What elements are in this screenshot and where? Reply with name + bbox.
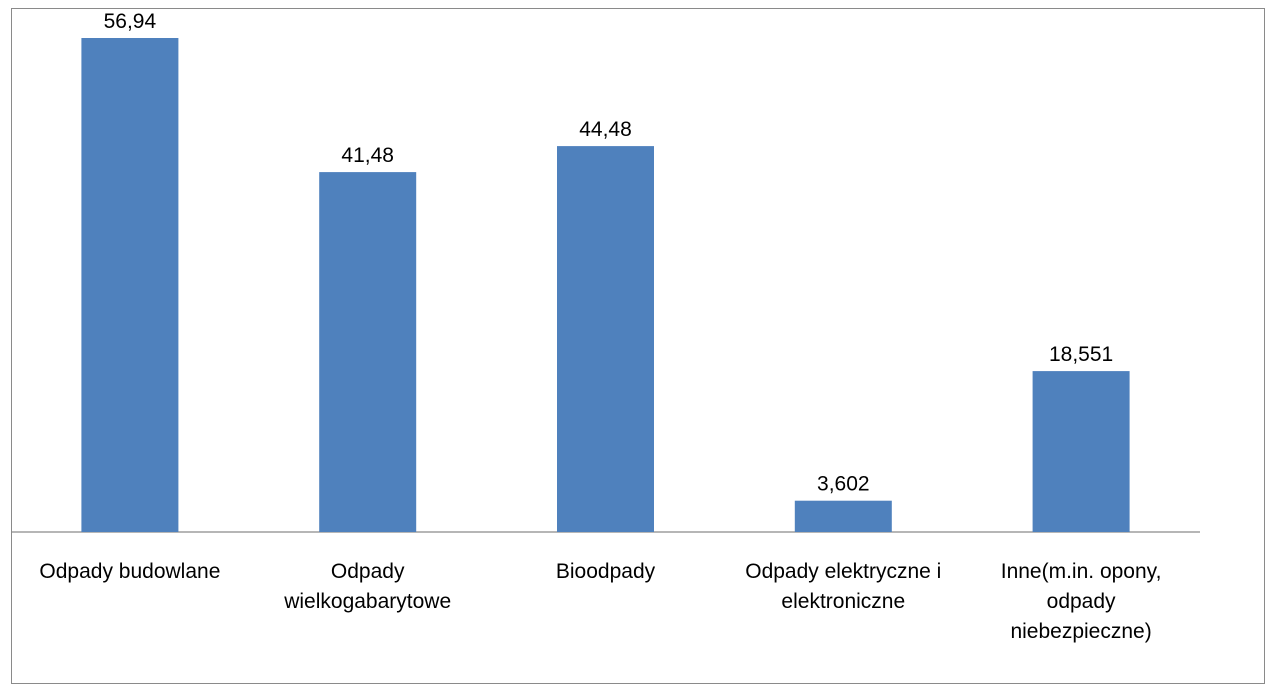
data-label-2: 41,48 — [341, 144, 394, 167]
data-label-4: 3,602 — [817, 473, 870, 496]
category-labels-layer: Odpady budowlane Odpady wielkogabarytowe Bi… — [39, 560, 1161, 643]
data-label-1: 56,94 — [104, 10, 157, 33]
bars-layer — [81, 38, 1130, 532]
category-label-4: Odpady elektryczne i elektroniczne — [745, 560, 941, 613]
data-label-5: 18,551 — [1049, 343, 1113, 366]
data-label-3: 44,48 — [579, 118, 632, 141]
bar-2 — [319, 172, 417, 532]
category-label-1: Odpady budowlane — [39, 560, 220, 583]
bar-1 — [81, 38, 179, 532]
bar-5 — [1032, 371, 1130, 532]
category-label-2: Odpady wielkogabarytowe — [283, 560, 451, 613]
bar-4 — [794, 500, 892, 532]
category-label-5: Inne(m.in. opony, odpady niebezpieczne) — [1001, 560, 1162, 643]
data-labels-layer: 56,94 41,48 44,48 3,602 18,551 — [104, 10, 1114, 496]
category-label-3: Bioodpady — [556, 560, 656, 583]
bar-3 — [557, 146, 654, 532]
